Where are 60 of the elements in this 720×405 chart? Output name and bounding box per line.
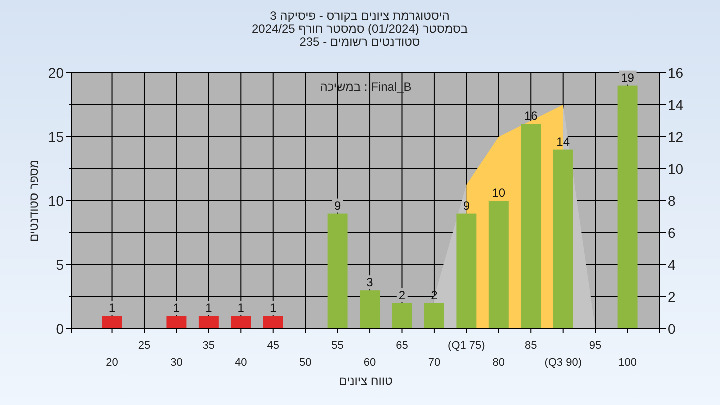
bar [618, 86, 638, 329]
x-tick-label: 50 [299, 357, 312, 369]
bar [263, 316, 284, 329]
data-label: 9 [334, 198, 342, 213]
bar [488, 201, 509, 329]
x-tick-label: 20 [106, 357, 118, 369]
data-label: 19 [621, 70, 635, 85]
bar [198, 316, 219, 329]
bar [392, 303, 412, 329]
x-tick-label: (Q3 90) [544, 357, 582, 369]
data-label: 1 [173, 301, 180, 316]
bar [521, 124, 542, 329]
bar [360, 290, 380, 329]
x-tick-label: 45 [267, 340, 280, 352]
data-label: 3 [366, 276, 374, 290]
y2-tick-label: 8 [668, 193, 676, 209]
y-axis-title: מספר סטודנטים [27, 160, 41, 242]
bar [456, 214, 477, 329]
y2-tick-label: 6 [668, 225, 676, 241]
x-tick-label: 70 [428, 357, 441, 369]
bar [553, 150, 574, 329]
y2-tick-label: 0 [668, 321, 676, 337]
bar [424, 303, 444, 329]
y-tick-label: 5 [56, 257, 64, 273]
bar [231, 316, 252, 329]
x-tick-label: 80 [492, 357, 506, 369]
y-tick-label: 15 [48, 129, 64, 145]
y2-tick-label: 4 [668, 257, 676, 273]
x-tick-label: 40 [235, 357, 248, 369]
bar [102, 316, 122, 329]
x-tick-label: 55 [332, 340, 344, 352]
x-tick-label: 85 [525, 340, 538, 352]
y2-tick-label: 14 [668, 97, 684, 113]
x-tick-label: (Q1 75) [448, 340, 486, 352]
x-tick-label: 65 [396, 340, 408, 352]
data-label: 10 [492, 186, 506, 200]
x-tick-label: 100 [618, 357, 637, 369]
data-label: 1 [108, 301, 116, 316]
y2-tick-label: 16 [668, 65, 684, 81]
y-tick-label: 0 [56, 321, 64, 337]
x-tick-label: 95 [589, 340, 602, 352]
y-tick-label: 10 [48, 193, 64, 209]
chart-title: היסטוגרמת ציונים בקורס - פיסיקה 3 [270, 9, 450, 23]
chart-subtitle: בסמסטר (01/2024) סמסטר חורף 2024/25 [252, 22, 468, 36]
x-axis-title: טווח ציונים [339, 374, 394, 388]
y2-tick-label: 10 [668, 161, 684, 177]
data-label: 1 [238, 301, 245, 316]
y2-tick-label: 12 [668, 129, 684, 145]
data-label: 1 [206, 301, 213, 316]
x-tick-label: 60 [364, 357, 376, 369]
x-tick-label: 35 [202, 340, 216, 352]
data-label: 2 [398, 288, 406, 302]
data-label: 1 [270, 301, 278, 316]
text: סטודנטים רשומים - 235 [300, 35, 420, 49]
x-tick-label: 25 [138, 340, 151, 352]
y-tick-label: 20 [48, 65, 64, 81]
bar [166, 316, 187, 329]
x-tick-label: 30 [170, 357, 183, 369]
y2-tick-label: 2 [668, 289, 676, 305]
bar [328, 214, 348, 329]
